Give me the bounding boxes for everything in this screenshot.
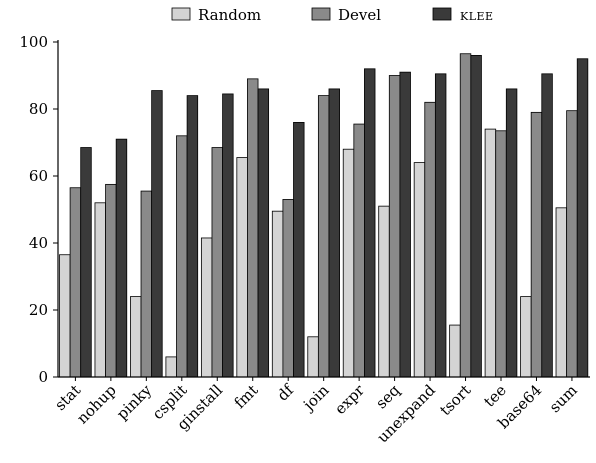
bar-random-pinky bbox=[130, 296, 142, 378]
bar-random-tee bbox=[484, 128, 497, 378]
bar-random-base64 bbox=[520, 296, 532, 378]
x-tick-label-df: df bbox=[274, 380, 298, 404]
bar-random-join bbox=[307, 336, 319, 378]
bar-random-fmt bbox=[236, 157, 248, 378]
bar-klee-unexpand bbox=[434, 73, 447, 378]
legend-swatch-random bbox=[171, 7, 191, 21]
bar-random-unexpand bbox=[413, 162, 426, 378]
bar-devel-seq bbox=[388, 75, 401, 378]
y-tick-label-20: 20 bbox=[29, 301, 48, 319]
bar-klee-expr bbox=[364, 68, 376, 378]
x-tick-label-tsort: tsort bbox=[436, 381, 474, 419]
y-tick-label-40: 40 bbox=[29, 234, 48, 252]
bar-random-csplit bbox=[165, 356, 177, 378]
bar-klee-nohup bbox=[115, 138, 128, 378]
bar-random-tsort bbox=[449, 324, 461, 378]
bar-klee-seq bbox=[399, 71, 411, 378]
bar-devel-stat bbox=[69, 187, 82, 378]
bar-klee-base64 bbox=[541, 73, 553, 378]
x-tick-label-tee: tee bbox=[480, 381, 510, 411]
x-tick-label-pinky: pinky bbox=[113, 381, 156, 424]
bar-devel-df bbox=[282, 199, 294, 378]
bar-random-nohup bbox=[94, 202, 106, 378]
bar-devel-csplit bbox=[176, 135, 188, 378]
y-tick-label-60: 60 bbox=[29, 167, 48, 185]
bar-klee-tee bbox=[505, 88, 518, 378]
bar-klee-pinky bbox=[151, 90, 163, 378]
legend-label-random: Random bbox=[198, 6, 261, 24]
bar-devel-expr bbox=[353, 123, 365, 378]
bar-devel-fmt bbox=[247, 78, 259, 378]
bar-devel-base64 bbox=[530, 111, 543, 378]
x-tick-label-nohup: nohup bbox=[73, 381, 119, 427]
bar-klee-ginstall bbox=[222, 93, 234, 378]
bar-klee-join bbox=[328, 88, 340, 378]
x-tick-label-join: join bbox=[298, 381, 332, 415]
bar-klee-stat bbox=[80, 147, 92, 378]
legend-swatch-klee bbox=[432, 7, 452, 21]
legend: Random Devel klee bbox=[171, 6, 494, 24]
bar-devel-unexpand bbox=[424, 101, 436, 378]
y-ticks-group: 0 20 40 60 80 100 bbox=[19, 33, 58, 386]
bar-random-ginstall bbox=[200, 237, 213, 378]
y-tick-label-0: 0 bbox=[38, 368, 48, 386]
legend-label-devel: Devel bbox=[338, 6, 381, 24]
bar-klee-fmt bbox=[257, 88, 270, 378]
bar-devel-nohup bbox=[105, 183, 117, 378]
bar-klee-csplit bbox=[186, 95, 199, 378]
bar-devel-sum bbox=[566, 110, 578, 378]
bar-devel-join bbox=[317, 95, 330, 378]
y-tick-label-100: 100 bbox=[19, 33, 48, 51]
bars-group bbox=[59, 53, 589, 378]
legend-swatch-devel bbox=[311, 7, 331, 21]
bar-random-expr bbox=[342, 148, 355, 378]
bar-random-stat bbox=[59, 254, 71, 378]
bar-devel-tsort bbox=[459, 53, 472, 378]
bar-random-sum bbox=[555, 207, 568, 378]
bar-devel-tee bbox=[495, 130, 507, 378]
bar-klee-df bbox=[293, 122, 305, 378]
x-tick-label-sum: sum bbox=[546, 381, 581, 416]
x-tick-label-expr: expr bbox=[331, 381, 368, 418]
bar-random-seq bbox=[378, 205, 390, 378]
bar-klee-tsort bbox=[470, 55, 482, 378]
legend-label-klee: klee bbox=[460, 6, 494, 24]
bar-devel-ginstall bbox=[211, 147, 223, 378]
y-tick-label-80: 80 bbox=[29, 100, 48, 118]
x-tick-label-fmt: fmt bbox=[231, 381, 262, 412]
bar-klee-sum bbox=[576, 58, 589, 378]
bar-devel-pinky bbox=[140, 190, 153, 378]
bar-random-df bbox=[271, 210, 284, 378]
